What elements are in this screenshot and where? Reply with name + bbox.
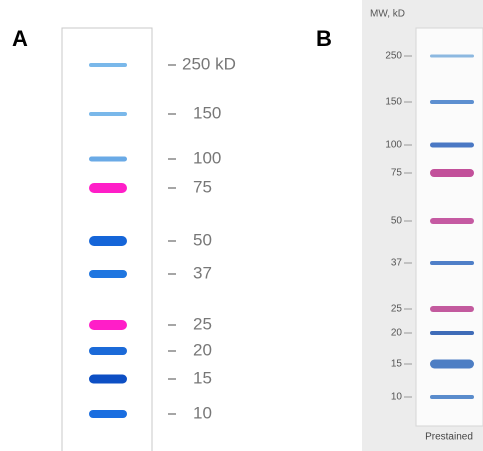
band-label: 250 kD: [182, 54, 236, 73]
band: [430, 143, 474, 148]
band: [89, 375, 127, 384]
ladder-figure: A B MW, kD Prestained 250 kD 150 100 75 50 37…: [0, 0, 483, 451]
band-label: 25: [193, 314, 212, 333]
tick-label: 250: [385, 51, 402, 62]
band: [89, 320, 127, 330]
tick-label: 37: [391, 258, 403, 269]
tick-label: 20: [391, 328, 403, 339]
band: [89, 157, 127, 162]
band: [430, 360, 474, 369]
tick-label: 75: [391, 168, 403, 179]
band: [430, 261, 474, 265]
band: [89, 347, 127, 355]
band: [430, 331, 474, 335]
band: [430, 395, 474, 399]
lane-label: Prestained: [425, 432, 473, 443]
band: [89, 270, 127, 278]
tick-label: 25: [391, 304, 403, 315]
band-label: 15: [193, 368, 212, 387]
tick-label: 150: [385, 97, 402, 108]
band: [89, 112, 127, 116]
band-label: 100: [193, 148, 221, 167]
panel-label: B: [316, 26, 332, 51]
band: [89, 183, 127, 193]
band-label: 150: [193, 103, 221, 122]
tick-label: 15: [391, 359, 403, 370]
band: [430, 100, 474, 104]
band-label: 37: [193, 263, 212, 282]
band: [89, 410, 127, 418]
band: [89, 63, 127, 67]
panel-label: A: [12, 26, 28, 51]
band: [430, 55, 474, 58]
axis-title: MW, kD: [370, 9, 405, 20]
band-label: 10: [193, 403, 212, 422]
tick-label: 10: [391, 392, 403, 403]
tick-label: 50: [391, 216, 403, 227]
band: [430, 306, 474, 312]
band: [430, 218, 474, 224]
band: [89, 236, 127, 246]
tick-label: 100: [385, 140, 402, 151]
band-label: 75: [193, 177, 212, 196]
band: [430, 169, 474, 177]
band-label: 50: [193, 230, 212, 249]
band-label: 20: [193, 340, 212, 359]
